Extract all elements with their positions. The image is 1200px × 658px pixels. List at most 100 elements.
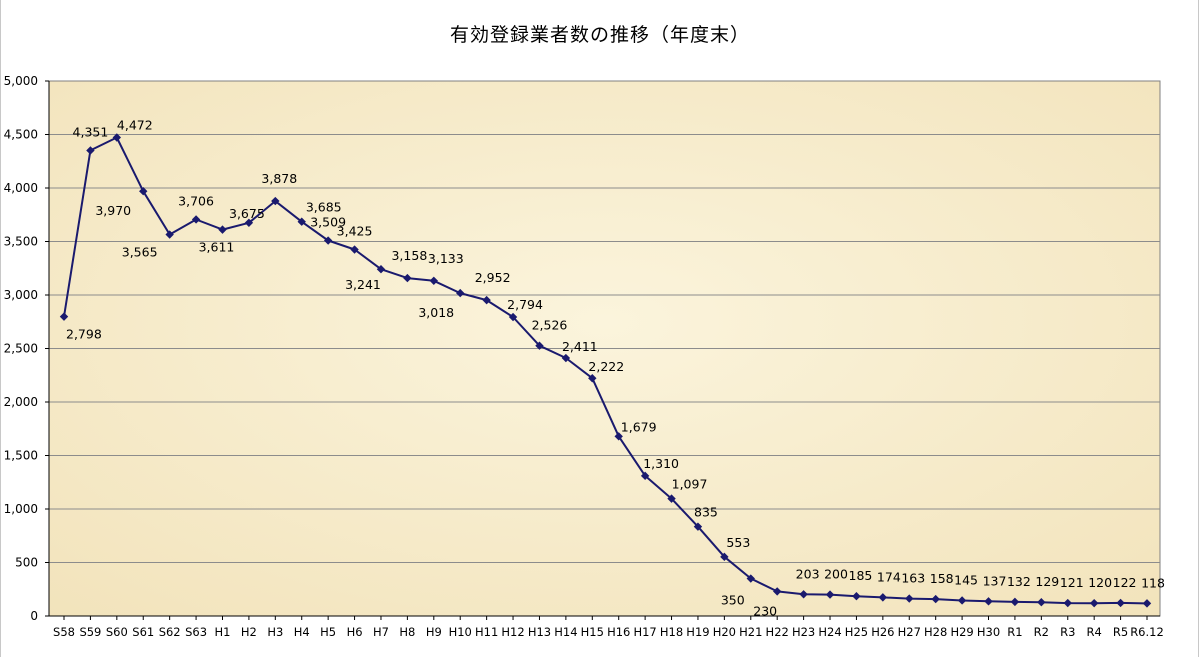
data-point [86, 146, 95, 155]
x-tick-label: H24 [818, 625, 841, 639]
data-label: 230 [753, 603, 777, 618]
data-label: 3,706 [178, 193, 214, 208]
data-point [139, 187, 148, 196]
data-point [165, 230, 174, 239]
data-point [429, 276, 439, 285]
y-tick-label: 5,000 [4, 74, 38, 88]
data-point [482, 295, 491, 305]
x-tick-label: H25 [845, 625, 868, 639]
data-point [535, 341, 544, 350]
data-label: 4,351 [73, 124, 109, 139]
x-tick-label: H9 [426, 625, 442, 639]
data-label: 158 [930, 571, 954, 586]
data-label: 553 [726, 535, 750, 550]
x-tick-label: R3 [1060, 625, 1075, 639]
x-tick-label: R2 [1034, 625, 1049, 639]
x-tick-label: H5 [320, 625, 336, 639]
y-tick-label: 1,500 [4, 449, 38, 463]
data-label: 145 [954, 572, 978, 587]
x-tick-label: H10 [449, 625, 472, 639]
x-tick-label: S63 [185, 625, 207, 639]
data-label: 203 [796, 566, 820, 581]
x-tick-label: R5 [1113, 625, 1128, 639]
x-tick-label: H27 [898, 625, 921, 639]
y-tick-label: 3,500 [4, 235, 38, 249]
x-tick-label: H28 [924, 625, 947, 639]
data-point [640, 471, 650, 481]
data-point [984, 597, 993, 606]
data-point [403, 273, 412, 283]
data-label: 163 [901, 571, 925, 586]
data-point [218, 225, 227, 234]
y-tick-label: 2,500 [4, 342, 38, 356]
x-axis: S58 S59 S60 S61 S62 S63 H1 H2 H3 H4 H5 H6 H7 H8 H9 H10 H… [49, 615, 1164, 639]
series-polyline [63, 136, 1148, 605]
x-tick-label: H17 [633, 625, 656, 639]
x-tick-label: R1 [1007, 625, 1022, 639]
x-tick-label: S62 [159, 625, 181, 639]
data-label: 200 [824, 567, 848, 582]
y-tick-label: 3,000 [4, 288, 38, 302]
x-tick-label: H1 [215, 625, 231, 639]
data-label: 129 [1035, 574, 1059, 589]
x-tick-label: H11 [475, 625, 498, 639]
x-tick-label: H8 [399, 625, 415, 639]
x-tick-label: H12 [501, 625, 524, 639]
data-label: 3,425 [337, 224, 373, 239]
data-point [825, 590, 835, 599]
data-label: 3,133 [428, 251, 464, 266]
series-line [63, 136, 1148, 605]
data-point [376, 265, 386, 274]
data-label: 3,675 [229, 206, 265, 221]
x-tick-label: H14 [554, 625, 577, 639]
x-tick-label: H30 [977, 625, 1000, 639]
data-point [852, 592, 861, 601]
data-label: 3,509 [310, 215, 346, 230]
data-label: 2,952 [475, 270, 511, 285]
data-point [799, 590, 808, 599]
gridlines [49, 134, 1160, 563]
x-tick-label: R4 [1087, 625, 1102, 639]
x-tick-label: H21 [739, 625, 762, 639]
x-tick-label: H16 [607, 625, 630, 639]
y-tick-label: 2,000 [4, 395, 38, 409]
x-tick-label: H15 [581, 625, 604, 639]
data-point [1116, 598, 1125, 608]
data-point [667, 494, 676, 503]
x-tick-label: S58 [53, 625, 75, 639]
data-point [614, 432, 623, 441]
data-point [59, 312, 69, 321]
data-label: 3,685 [306, 200, 342, 215]
data-label: 3,018 [418, 305, 454, 320]
data-point [772, 587, 782, 596]
data-labels: 2,798 4,351 4,472 3,970 3,565 3,706 3,611 3,675… [66, 117, 1165, 618]
data-point [931, 594, 940, 604]
data-label: 835 [694, 505, 718, 520]
data-label: 3,241 [345, 277, 381, 292]
data-label: 120 [1088, 575, 1112, 590]
data-label: 1,097 [672, 477, 708, 492]
x-tick-label: H7 [373, 625, 389, 639]
x-tick-label: H26 [871, 625, 894, 639]
x-tick-label: S61 [132, 625, 154, 639]
x-tick-label: H18 [660, 625, 683, 639]
data-label: 3,158 [391, 248, 427, 263]
data-label: 174 [877, 569, 901, 584]
data-point [271, 196, 280, 206]
data-point [191, 215, 201, 224]
x-tick-label: S60 [106, 625, 128, 639]
data-point [297, 217, 306, 226]
x-tick-label: H23 [792, 625, 815, 639]
data-point [878, 593, 888, 602]
data-label: 1,679 [621, 419, 657, 434]
x-tick-label: H2 [241, 625, 257, 639]
data-point [456, 288, 465, 298]
data-label: 2,411 [562, 339, 598, 354]
data-label: 350 [721, 593, 745, 608]
x-tick-label: H4 [294, 625, 310, 639]
x-tick-label: H13 [528, 625, 551, 639]
data-label: 3,565 [122, 245, 158, 260]
chart-title: 有効登録業者数の推移（年度末） [449, 24, 750, 46]
